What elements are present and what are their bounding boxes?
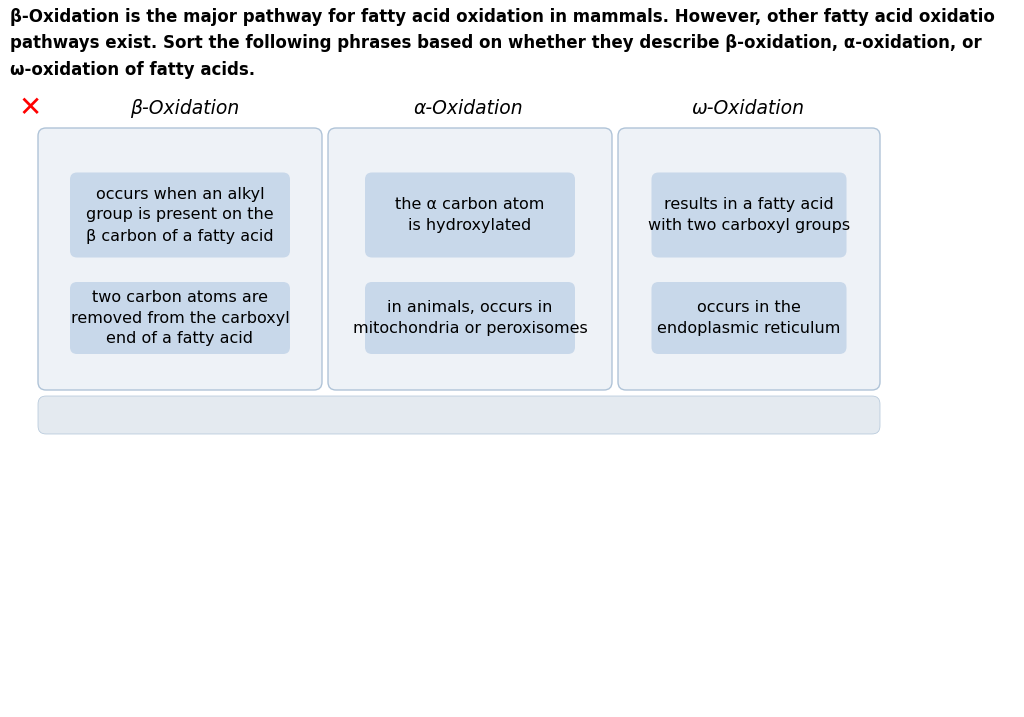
FancyBboxPatch shape [38,396,880,434]
FancyBboxPatch shape [651,282,847,354]
FancyBboxPatch shape [328,128,612,390]
Text: ✕: ✕ [18,94,42,122]
FancyBboxPatch shape [618,128,880,390]
FancyBboxPatch shape [365,173,575,257]
Text: occurs when an alkyl
group is present on the
β carbon of a fatty acid: occurs when an alkyl group is present on… [86,186,273,244]
Text: results in a fatty acid
with two carboxyl groups: results in a fatty acid with two carboxy… [648,197,850,233]
Text: ω-Oxidation: ω-Oxidation [691,98,805,118]
FancyBboxPatch shape [38,128,322,390]
FancyBboxPatch shape [365,282,575,354]
Text: β-Oxidation is the major pathway for fatty acid oxidation in mammals. However, o: β-Oxidation is the major pathway for fat… [10,8,995,79]
Text: occurs in the
endoplasmic reticulum: occurs in the endoplasmic reticulum [657,300,841,336]
FancyBboxPatch shape [651,173,847,257]
FancyBboxPatch shape [70,173,290,257]
Text: α-Oxidation: α-Oxidation [414,98,523,118]
Text: β-Oxidation: β-Oxidation [130,98,240,118]
Text: the α carbon atom
is hydroxylated: the α carbon atom is hydroxylated [395,197,545,233]
Text: in animals, occurs in
mitochondria or peroxisomes: in animals, occurs in mitochondria or pe… [352,300,588,336]
FancyBboxPatch shape [70,282,290,354]
Text: two carbon atoms are
removed from the carboxyl
end of a fatty acid: two carbon atoms are removed from the ca… [71,290,290,346]
